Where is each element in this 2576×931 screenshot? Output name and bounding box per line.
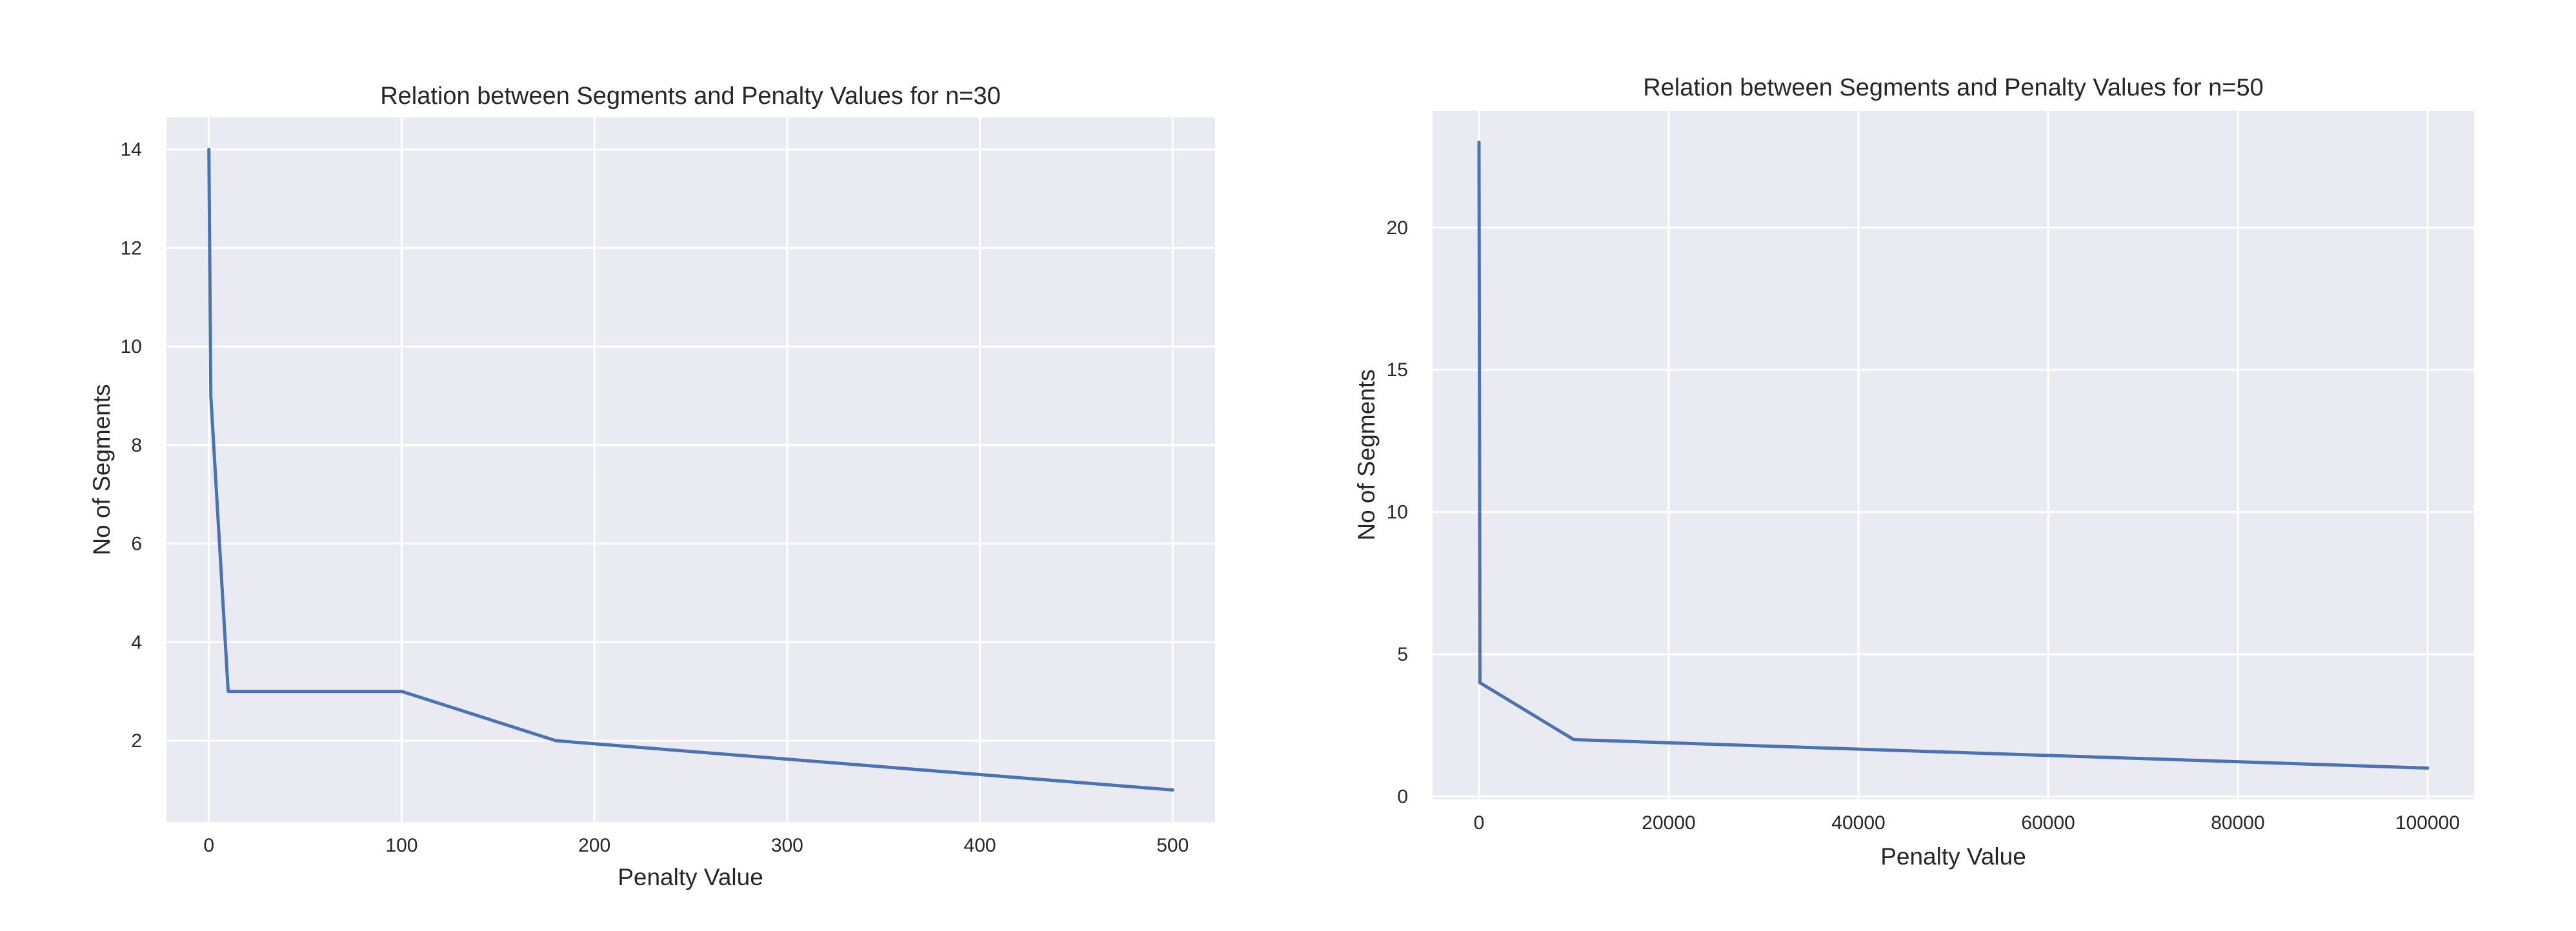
x-tick-label: 200: [578, 835, 610, 856]
x-axis-label: Penalty Value: [1880, 843, 2026, 870]
chart-title: Relation between Segments and Penalty Va…: [1643, 74, 2264, 101]
chart-n30: 0 100 200 300 400 500 2 4 6 8 10 12 14 Relation betw…: [88, 83, 1215, 890]
x-tick-label: 500: [1156, 835, 1189, 856]
y-tick-label: 0: [1397, 786, 1408, 808]
plot-area: [166, 117, 1215, 822]
x-tick-label: 100: [385, 835, 418, 856]
y-tick-label: 20: [1387, 217, 1408, 239]
y-tick-label: 10: [121, 336, 142, 357]
chart-n50: 0 20000 40000 60000 80000 100000 0 5 10 15 20 Rela…: [1353, 74, 2474, 870]
plot-area: [1433, 111, 2474, 799]
x-axis-label: Penalty Value: [618, 864, 763, 890]
y-tick-label: 14: [121, 139, 142, 161]
y-tick-label: 15: [1387, 359, 1408, 381]
y-tick-label: 8: [131, 435, 142, 456]
y-axis-label: No of Segments: [1353, 369, 1380, 540]
y-tick-label: 12: [121, 237, 142, 259]
x-tick-label: 300: [771, 835, 803, 856]
x-tick-label: 80000: [2211, 812, 2264, 834]
x-tick-label: 20000: [1642, 812, 1695, 834]
x-tick-label: 0: [1474, 812, 1485, 834]
x-tick-label: 60000: [2021, 812, 2075, 834]
y-tick-label: 4: [131, 632, 142, 653]
y-tick-label: 2: [131, 730, 142, 752]
x-tick-label: 0: [203, 835, 214, 856]
x-tick-label: 100000: [2395, 812, 2460, 834]
x-tick-label: 400: [964, 835, 996, 856]
chart-title: Relation between Segments and Penalty Va…: [380, 83, 1001, 110]
y-tick-label: 6: [131, 534, 142, 555]
y-tick-label: 5: [1397, 644, 1408, 665]
y-axis-label: No of Segments: [88, 384, 115, 555]
y-tick-label: 10: [1387, 502, 1408, 523]
x-tick-label: 40000: [1831, 812, 1885, 834]
